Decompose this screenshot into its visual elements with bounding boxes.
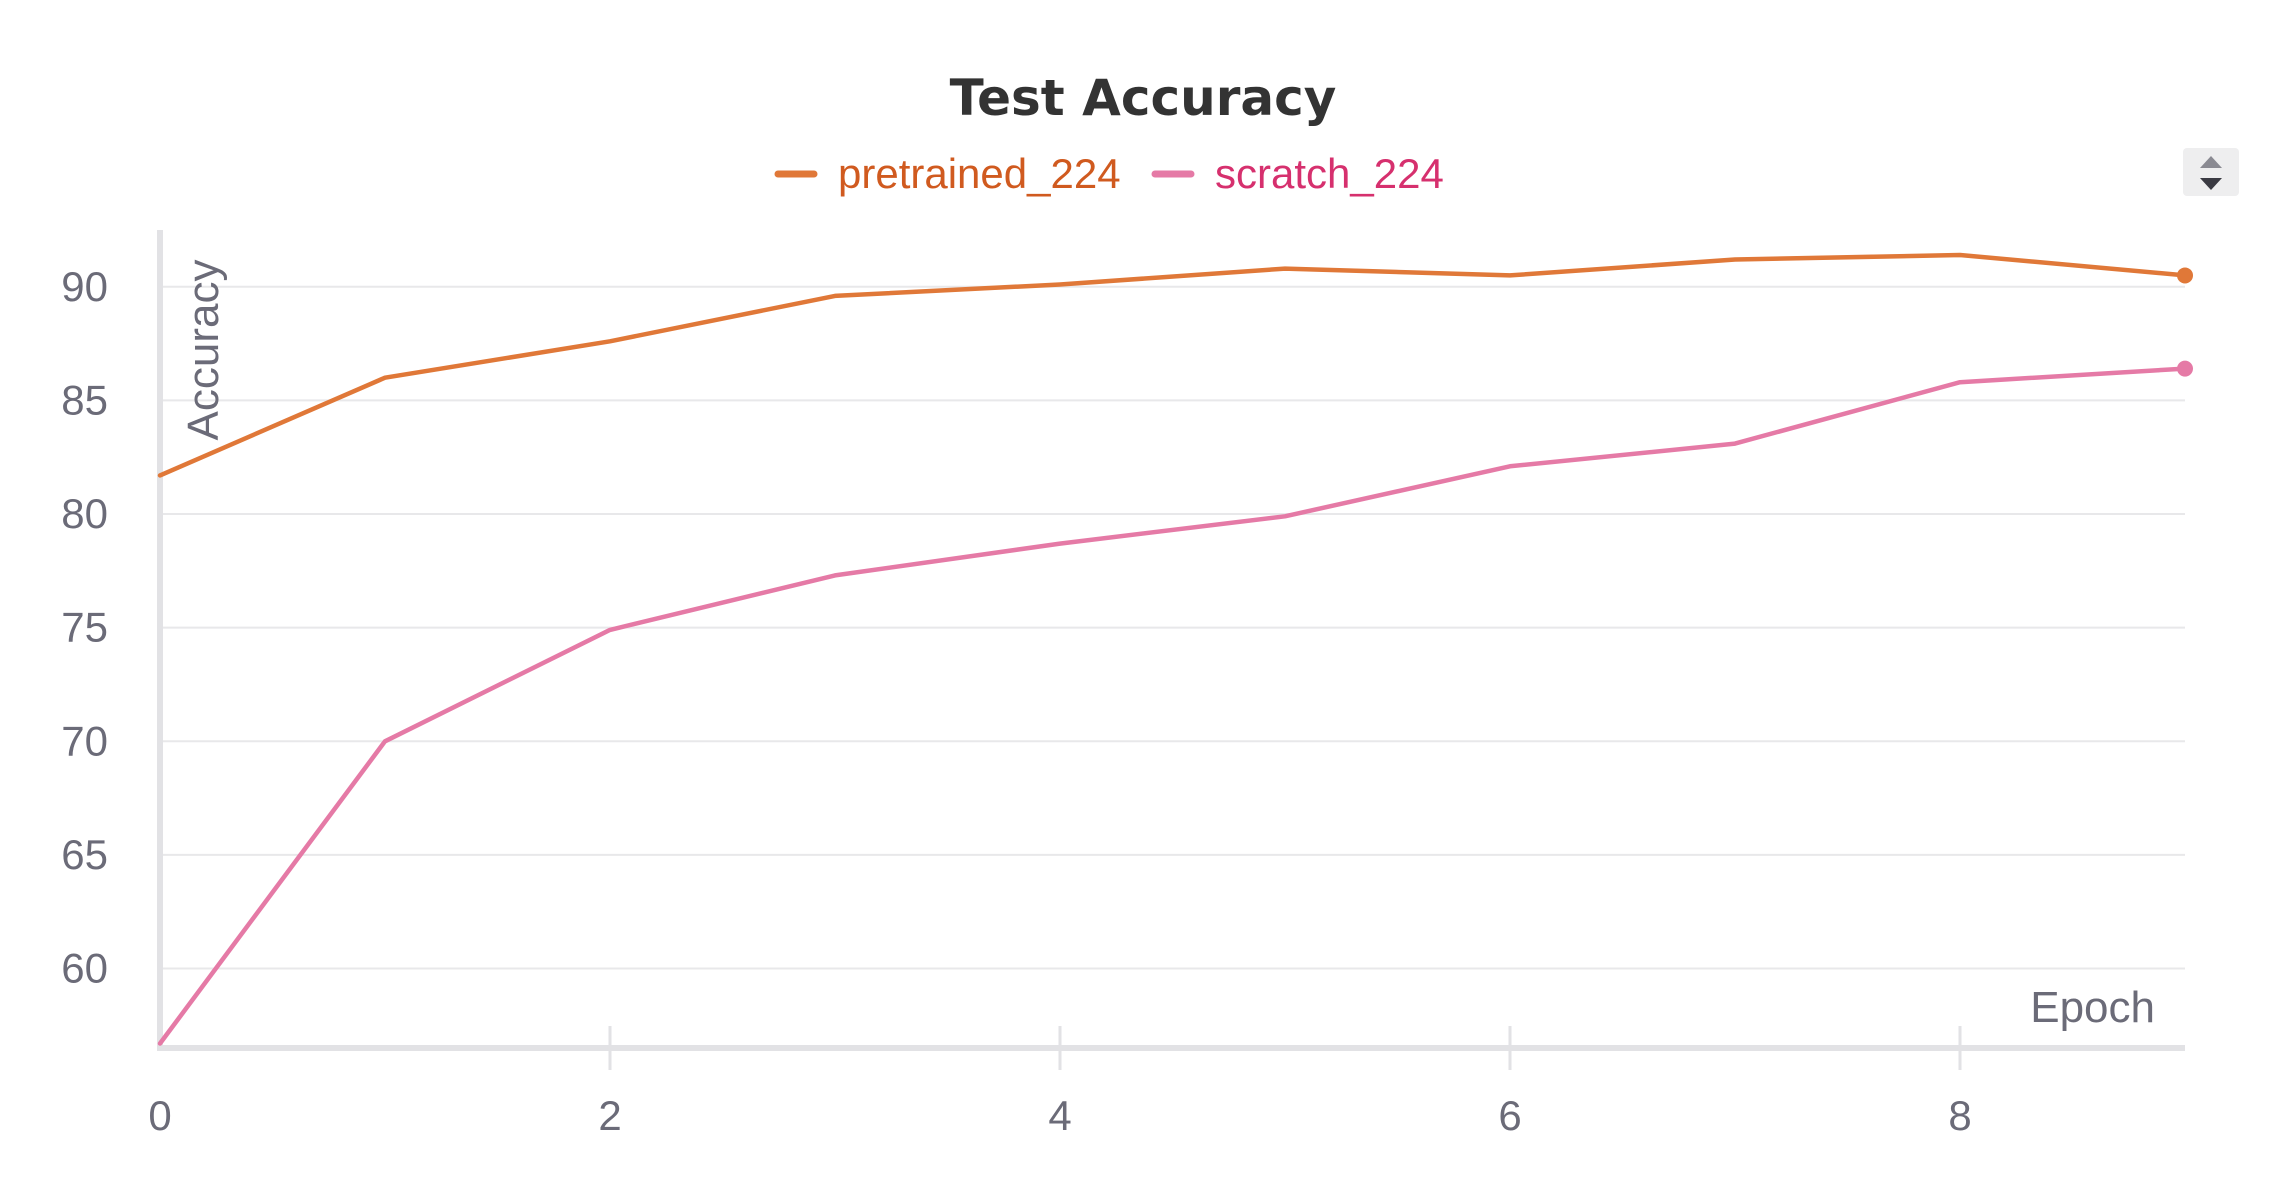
chart-title: Test Accuracy [950, 69, 1337, 127]
x-axis-title: Epoch [2030, 983, 2155, 1032]
x-tick-label-4: 4 [1048, 1092, 1071, 1139]
legend-label-pretrained_224: pretrained_224 [838, 150, 1121, 197]
sort-down-icon[interactable] [2200, 178, 2222, 190]
sort-button-background[interactable] [2183, 148, 2239, 196]
sort-up-icon[interactable] [2200, 156, 2222, 168]
x-tick-label-0: 0 [148, 1092, 171, 1139]
y-tick-label-60: 60 [61, 944, 108, 991]
legend-label-scratch_224: scratch_224 [1215, 150, 1444, 197]
series-endpoint-pretrained_224 [2177, 267, 2193, 284]
x-tick-label-2: 2 [598, 1092, 621, 1139]
y-tick-label-80: 80 [61, 490, 108, 537]
series-endpoint-scratch_224 [2177, 360, 2193, 377]
y-tick-label-90: 90 [61, 263, 108, 310]
series-group [157, 252, 2193, 1046]
series-scratch_224 [157, 360, 2193, 1046]
x-tick-label-8: 8 [1948, 1092, 1971, 1139]
axes: 0 2 4 6 8 [148, 230, 2185, 1139]
y-axis-title: Accuracy [179, 260, 228, 441]
series-pretrained_224 [157, 252, 2193, 478]
y-tick-label-70: 70 [61, 717, 108, 764]
legend-sort-button[interactable] [2183, 148, 2239, 196]
y-tick-label-85: 85 [61, 376, 108, 423]
legend-item-pretrained_224[interactable]: pretrained_224 [774, 150, 1121, 197]
grid-lines: 60 65 70 75 80 85 90 [61, 263, 2185, 991]
legend: pretrained_224 scratch_224 [774, 150, 1444, 197]
series-line-pretrained_224 [157, 252, 2188, 478]
y-tick-label-65: 65 [61, 831, 108, 878]
y-tick-label-75: 75 [61, 604, 108, 651]
series-line-scratch_224 [157, 366, 2188, 1046]
legend-item-scratch_224[interactable]: scratch_224 [1151, 150, 1444, 197]
x-tick-label-6: 6 [1498, 1092, 1521, 1139]
